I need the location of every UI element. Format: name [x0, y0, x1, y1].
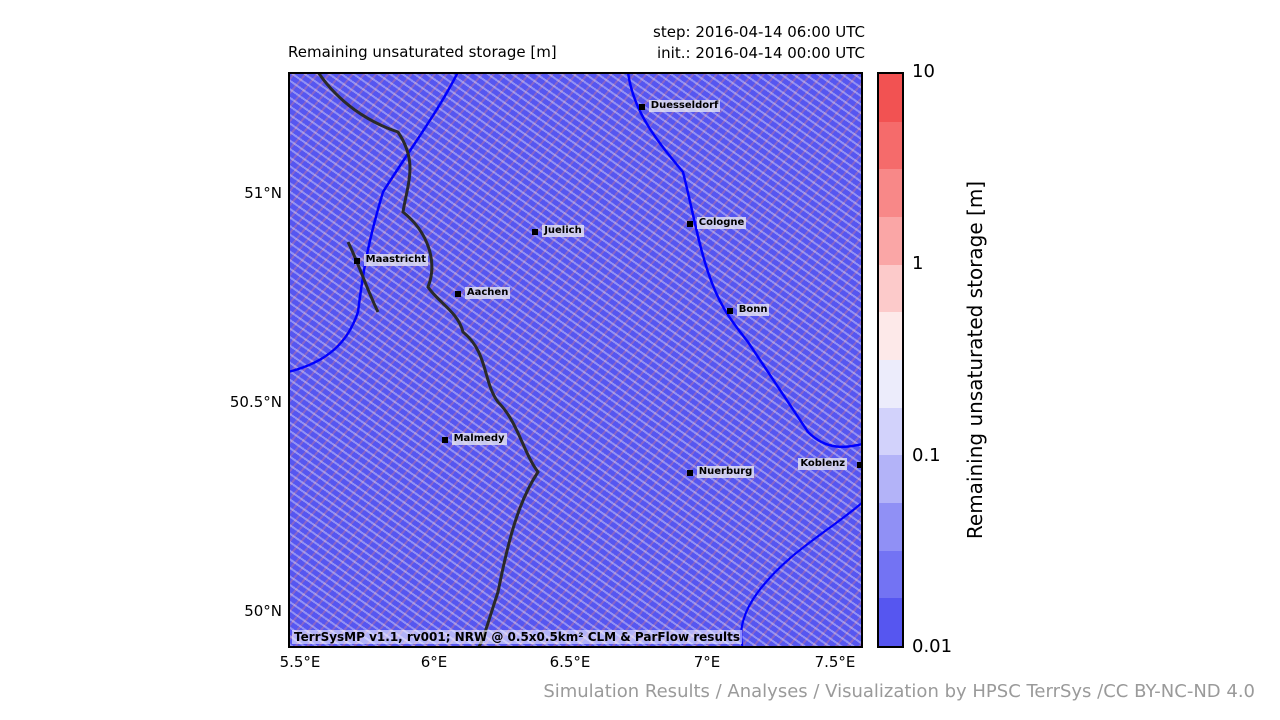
city-label: Juelich: [542, 225, 584, 238]
city-marker: [857, 461, 864, 468]
city-label: Duesseldorf: [648, 100, 721, 113]
cbar-tick-0-1: 0.1: [912, 445, 941, 466]
cbar-tick-10: 10: [912, 61, 935, 82]
colorbar-segment: [879, 407, 902, 456]
colorbar-segment: [879, 169, 902, 218]
city-marker: [441, 437, 448, 444]
city-label: Koblenz: [798, 457, 848, 470]
colorbar-segment: [879, 598, 902, 647]
colorbar-segment: [879, 503, 902, 551]
credit-line: Simulation Results / Analyses / Visualiz…: [543, 681, 1255, 702]
city-marker: [726, 308, 733, 315]
city-label: Malmedy: [451, 433, 507, 446]
colorbar-segment: [879, 360, 902, 408]
colorbar-title: Remaining unsaturated storage [m]: [963, 180, 987, 540]
city-label: Aachen: [464, 287, 511, 300]
city-marker: [638, 104, 645, 111]
lon-label-7-5: 7.5°E: [814, 653, 856, 671]
lon-label-6-5: 6.5°E: [549, 653, 591, 671]
eastern-river: [740, 502, 861, 646]
colorbar-segment: [879, 455, 902, 504]
national-border: [317, 74, 540, 646]
lat-label-50: 50°N: [244, 602, 282, 620]
rhine-river: [627, 74, 861, 449]
city-label: Bonn: [736, 304, 770, 317]
colorbar-segment: [879, 312, 902, 361]
init-label: init.: 2016-04-14 00:00 UTC: [657, 44, 865, 62]
colorbar: [877, 72, 904, 648]
step-label: step: 2016-04-14 06:00 UTC: [653, 23, 865, 41]
lon-label-6: 6°E: [420, 653, 448, 671]
lat-label-51: 51°N: [244, 184, 282, 202]
model-footer-note: TerrSysMP v1.1, rv001; NRW @ 0.5x0.5km² …: [292, 630, 742, 644]
map-overlay: [290, 74, 861, 646]
colorbar-segment: [879, 550, 902, 599]
map-panel: TerrSysMP v1.1, rv001; NRW @ 0.5x0.5km² …: [288, 72, 863, 648]
map-title: Remaining unsaturated storage [m]: [288, 43, 557, 61]
city-marker: [686, 220, 693, 227]
lon-label-5-5: 5.5°E: [279, 653, 321, 671]
city-marker: [454, 291, 461, 298]
lon-label-7: 7°E: [693, 653, 721, 671]
city-marker: [686, 470, 693, 477]
colorbar-segment: [879, 264, 902, 313]
maas-river: [290, 74, 459, 373]
city-marker: [532, 229, 539, 236]
timestamp-block: step: 2016-04-14 06:00 UTC init.: 2016-0…: [653, 22, 865, 64]
colorbar-segment: [879, 74, 902, 122]
city-label: Cologne: [696, 216, 747, 229]
colorbar-segment: [879, 217, 902, 265]
colorbar-segment: [879, 121, 902, 170]
city-marker: [353, 258, 360, 265]
city-label: Maastricht: [363, 254, 428, 267]
cbar-tick-0-01: 0.01: [912, 636, 953, 657]
cbar-tick-1: 1: [912, 253, 924, 274]
border-segment: [346, 241, 380, 313]
lat-label-50-5: 50.5°N: [229, 393, 282, 411]
city-label: Nuerburg: [696, 466, 755, 479]
